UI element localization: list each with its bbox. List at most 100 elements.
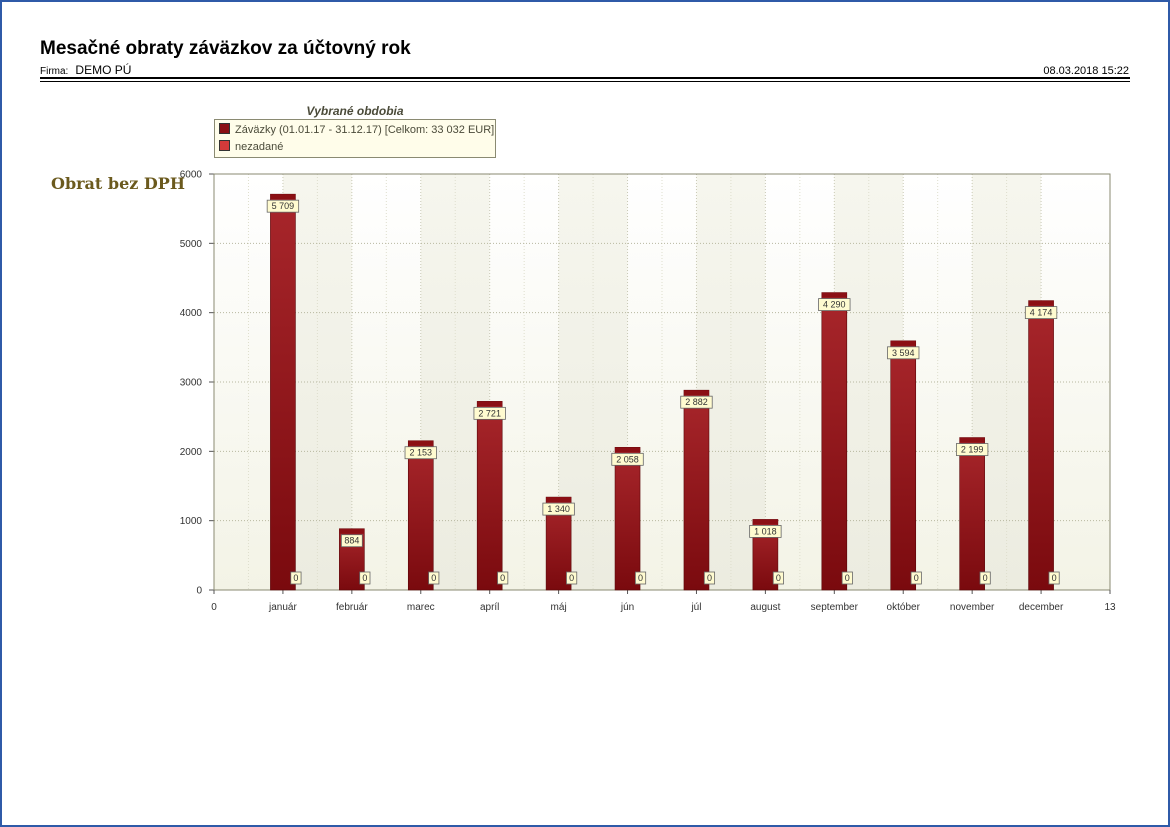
data-label: 1 340 [547,504,570,514]
legend-label-series2: nezadané [235,141,284,153]
data-label-box [749,525,782,538]
y-tick-label: 0 [196,586,202,597]
data-label: 0 [1052,573,1057,583]
bar [683,389,710,591]
x-tick-label: júl [690,602,701,613]
data-label-box [1048,571,1060,585]
data-label-box [290,571,302,585]
x-tick-label: máj [551,602,567,613]
data-label-box [542,502,575,516]
data-label: 0 [569,573,574,583]
legend-title: Vybrané obdobia [306,104,404,118]
page-title: Mesačné obraty záväzkov za účtovný rok [40,38,411,59]
data-label-box [887,346,920,360]
x-tick-label: október [887,602,921,613]
y-tick-label: 2000 [180,447,203,458]
data-label-box [841,571,853,585]
bar-cap [339,528,365,534]
data-label-box [428,571,440,585]
x-tick-label: apríl [480,602,499,613]
data-label-box [266,199,300,213]
header-rule [40,77,1130,79]
data-label-box [818,298,851,311]
legend: Záväzky (01.01.17 - 31.12.17) [Celkom: 3… [214,119,496,158]
data-label: 0 [293,573,298,583]
data-label: 884 [344,536,359,546]
data-label-box [634,571,647,585]
bar [476,401,503,591]
data-label: 4 290 [823,300,846,310]
data-label: 1 018 [754,526,777,536]
legend-item-series1: Záväzky (01.01.17 - 31.12.17) [Celkom: 3… [219,123,494,137]
data-label: 2 199 [961,445,984,455]
firma-value: DEMO PÚ [75,63,132,77]
x-tick-label: august [750,602,780,613]
x-tick-label: 13 [1104,602,1116,613]
data-label: 0 [983,573,988,583]
data-label: 0 [776,573,781,583]
data-label-box [703,571,716,585]
data-label-box [611,452,644,466]
y-tick-label: 3000 [180,378,203,389]
data-label-box [404,446,437,460]
bar-cap [959,437,985,443]
data-label: 0 [362,573,367,583]
y-tick-label: 4000 [180,308,203,319]
data-label-box [680,395,713,409]
firma-label: Firma: [40,66,69,77]
bar [890,340,917,591]
bar-cap [1028,300,1054,306]
data-label: 2 882 [685,397,708,407]
header-rule-thin [40,81,1130,82]
data-label-box [910,571,922,585]
y-tick-label: 5000 [180,239,203,250]
data-label-box [979,571,991,585]
bar-cap [890,340,916,346]
bar-cap [408,440,434,446]
x-tick-label: september [811,602,859,613]
data-label-box [1024,306,1058,320]
y-axis-label: Obrat bez DPH [51,174,185,193]
data-label-box [497,571,509,585]
report-datetime: 08.03.2018 15:22 [1043,65,1129,77]
x-tick-label: 0 [211,602,217,613]
data-label: 0 [845,573,850,583]
bar-cap [546,497,572,503]
data-label-box [340,534,363,548]
data-label: 2 721 [478,408,501,418]
bar-cap [615,447,641,453]
x-tick-label: február [336,602,368,613]
legend-swatch-series1 [219,123,230,134]
data-label: 0 [914,573,919,583]
legend-item-series2: nezadané [219,140,283,154]
data-label-box [566,571,578,585]
x-tick-label: marec [407,602,435,613]
data-label: 0 [500,573,505,583]
x-tick-label: november [950,602,995,613]
data-label: 2 058 [616,454,639,464]
bar [614,447,641,591]
bar [959,437,985,591]
data-label: 0 [638,573,643,583]
data-label: 5 709 [272,201,295,211]
data-label: 2 153 [410,448,433,458]
data-label: 0 [431,573,436,583]
y-tick-label: 1000 [180,516,203,527]
x-tick-label: január [268,602,297,613]
data-label-box [956,443,989,456]
data-label-box [473,406,506,420]
bar [270,193,296,591]
bar [1028,300,1054,591]
bar-cap [683,390,709,396]
x-tick-label: jún [620,602,634,613]
legend-label-series1: Záväzky (01.01.17 - 31.12.17) [Celkom: 3… [235,124,495,136]
data-label-box [359,571,371,585]
firma-row: Firma: DEMO PÚ [40,63,131,77]
y-tick-label: 6000 [180,170,203,181]
data-label: 3 594 [892,348,915,358]
x-tick-label: december [1019,602,1064,613]
data-label-box [772,571,784,585]
legend-swatch-series2 [219,140,230,151]
bar-cap [752,519,778,525]
